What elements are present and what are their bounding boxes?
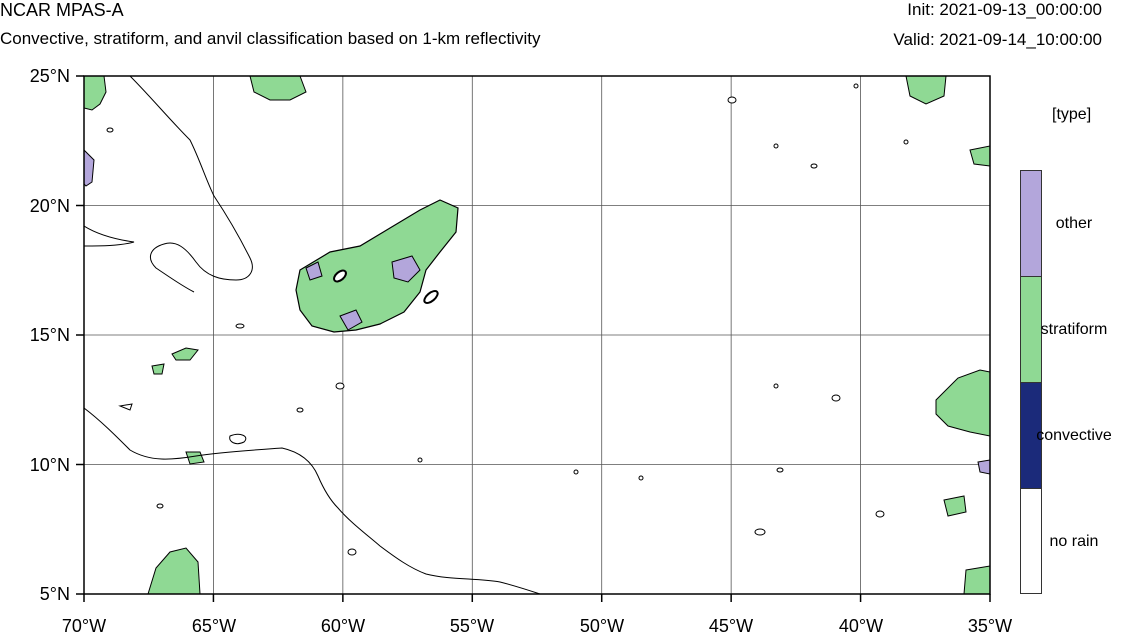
stratiform-area xyxy=(171,347,199,361)
init-time: Init: 2021-09-13_00:00:00 xyxy=(907,0,1102,19)
axis-ticks xyxy=(76,75,991,602)
lat-tick-label: 15°N xyxy=(29,325,70,345)
convective-cell xyxy=(333,269,347,283)
coastline xyxy=(84,407,541,594)
coastline xyxy=(84,225,135,247)
legend-label-no-rain: no rain xyxy=(1049,533,1099,550)
coastline xyxy=(129,76,253,293)
lat-tick-label: 5°N xyxy=(39,584,70,604)
isolated-cell xyxy=(773,383,779,389)
isolated-cell xyxy=(156,503,164,509)
isolated-cell xyxy=(727,96,737,104)
lon-tick-label: 35°W xyxy=(967,616,1013,636)
isolated-cell xyxy=(853,83,859,89)
precip-features xyxy=(84,76,990,594)
stratiform-area xyxy=(249,76,307,101)
other-area xyxy=(339,309,363,331)
valid-time: Valid: 2021-09-14_10:00:00 xyxy=(893,30,1102,49)
gridlines xyxy=(84,76,990,594)
legend-label-other: other xyxy=(1055,215,1093,232)
isolated-cell xyxy=(335,382,345,390)
lon-tick-label: 55°W xyxy=(449,616,495,636)
map-title: NCAR MPAS-A xyxy=(0,0,124,20)
stratiform-area xyxy=(969,145,990,167)
stratiform-area xyxy=(147,547,201,594)
coastline xyxy=(118,403,133,411)
stratiform-area xyxy=(943,495,967,517)
lon-tick-label: 65°W xyxy=(191,616,237,636)
lon-tick-label: 45°W xyxy=(708,616,754,636)
isolated-cell xyxy=(347,548,357,556)
lon-tick-label: 50°W xyxy=(579,616,625,636)
map-subtitle: Convective, stratiform, and anvil classi… xyxy=(0,29,541,48)
stratiform-area xyxy=(935,369,990,437)
isolated-cell xyxy=(638,475,644,481)
convective-cell xyxy=(423,290,439,304)
isolated-cell xyxy=(106,127,114,133)
isolated-cell xyxy=(773,143,779,149)
legend-label-stratiform: stratiform xyxy=(1040,321,1108,338)
legend-title: [type] xyxy=(1052,106,1092,123)
stratiform-area xyxy=(295,199,459,333)
isolated-cell xyxy=(776,467,784,473)
isolated-cell xyxy=(573,469,579,475)
legend-label-convective: convective xyxy=(1036,427,1112,444)
isolated-cell xyxy=(810,163,818,169)
isolated-cell xyxy=(417,457,423,463)
isolated-cell xyxy=(235,323,245,329)
isolated-cell xyxy=(875,510,885,518)
coastline xyxy=(229,433,247,445)
isolated-cell xyxy=(831,394,841,402)
lon-tick-label: 40°W xyxy=(838,616,884,636)
stratiform-area xyxy=(151,363,165,375)
lat-tick-label: 10°N xyxy=(29,455,70,475)
lat-tick-label: 20°N xyxy=(29,196,70,216)
lon-tick-label: 60°W xyxy=(320,616,366,636)
isolated-cell xyxy=(903,139,909,145)
stratiform-area xyxy=(905,76,947,105)
other-area xyxy=(84,149,95,187)
isolated-cell xyxy=(296,407,304,413)
stratiform-area xyxy=(84,76,107,111)
other-area xyxy=(391,255,421,283)
lat-tick-label: 25°N xyxy=(29,66,70,86)
isolated-cell xyxy=(754,528,766,536)
other-area xyxy=(977,459,990,475)
other-area xyxy=(305,261,323,281)
lon-tick-label: 70°W xyxy=(61,616,107,636)
legend-swatch-no-rain xyxy=(1020,488,1042,594)
stratiform-area xyxy=(963,565,990,594)
